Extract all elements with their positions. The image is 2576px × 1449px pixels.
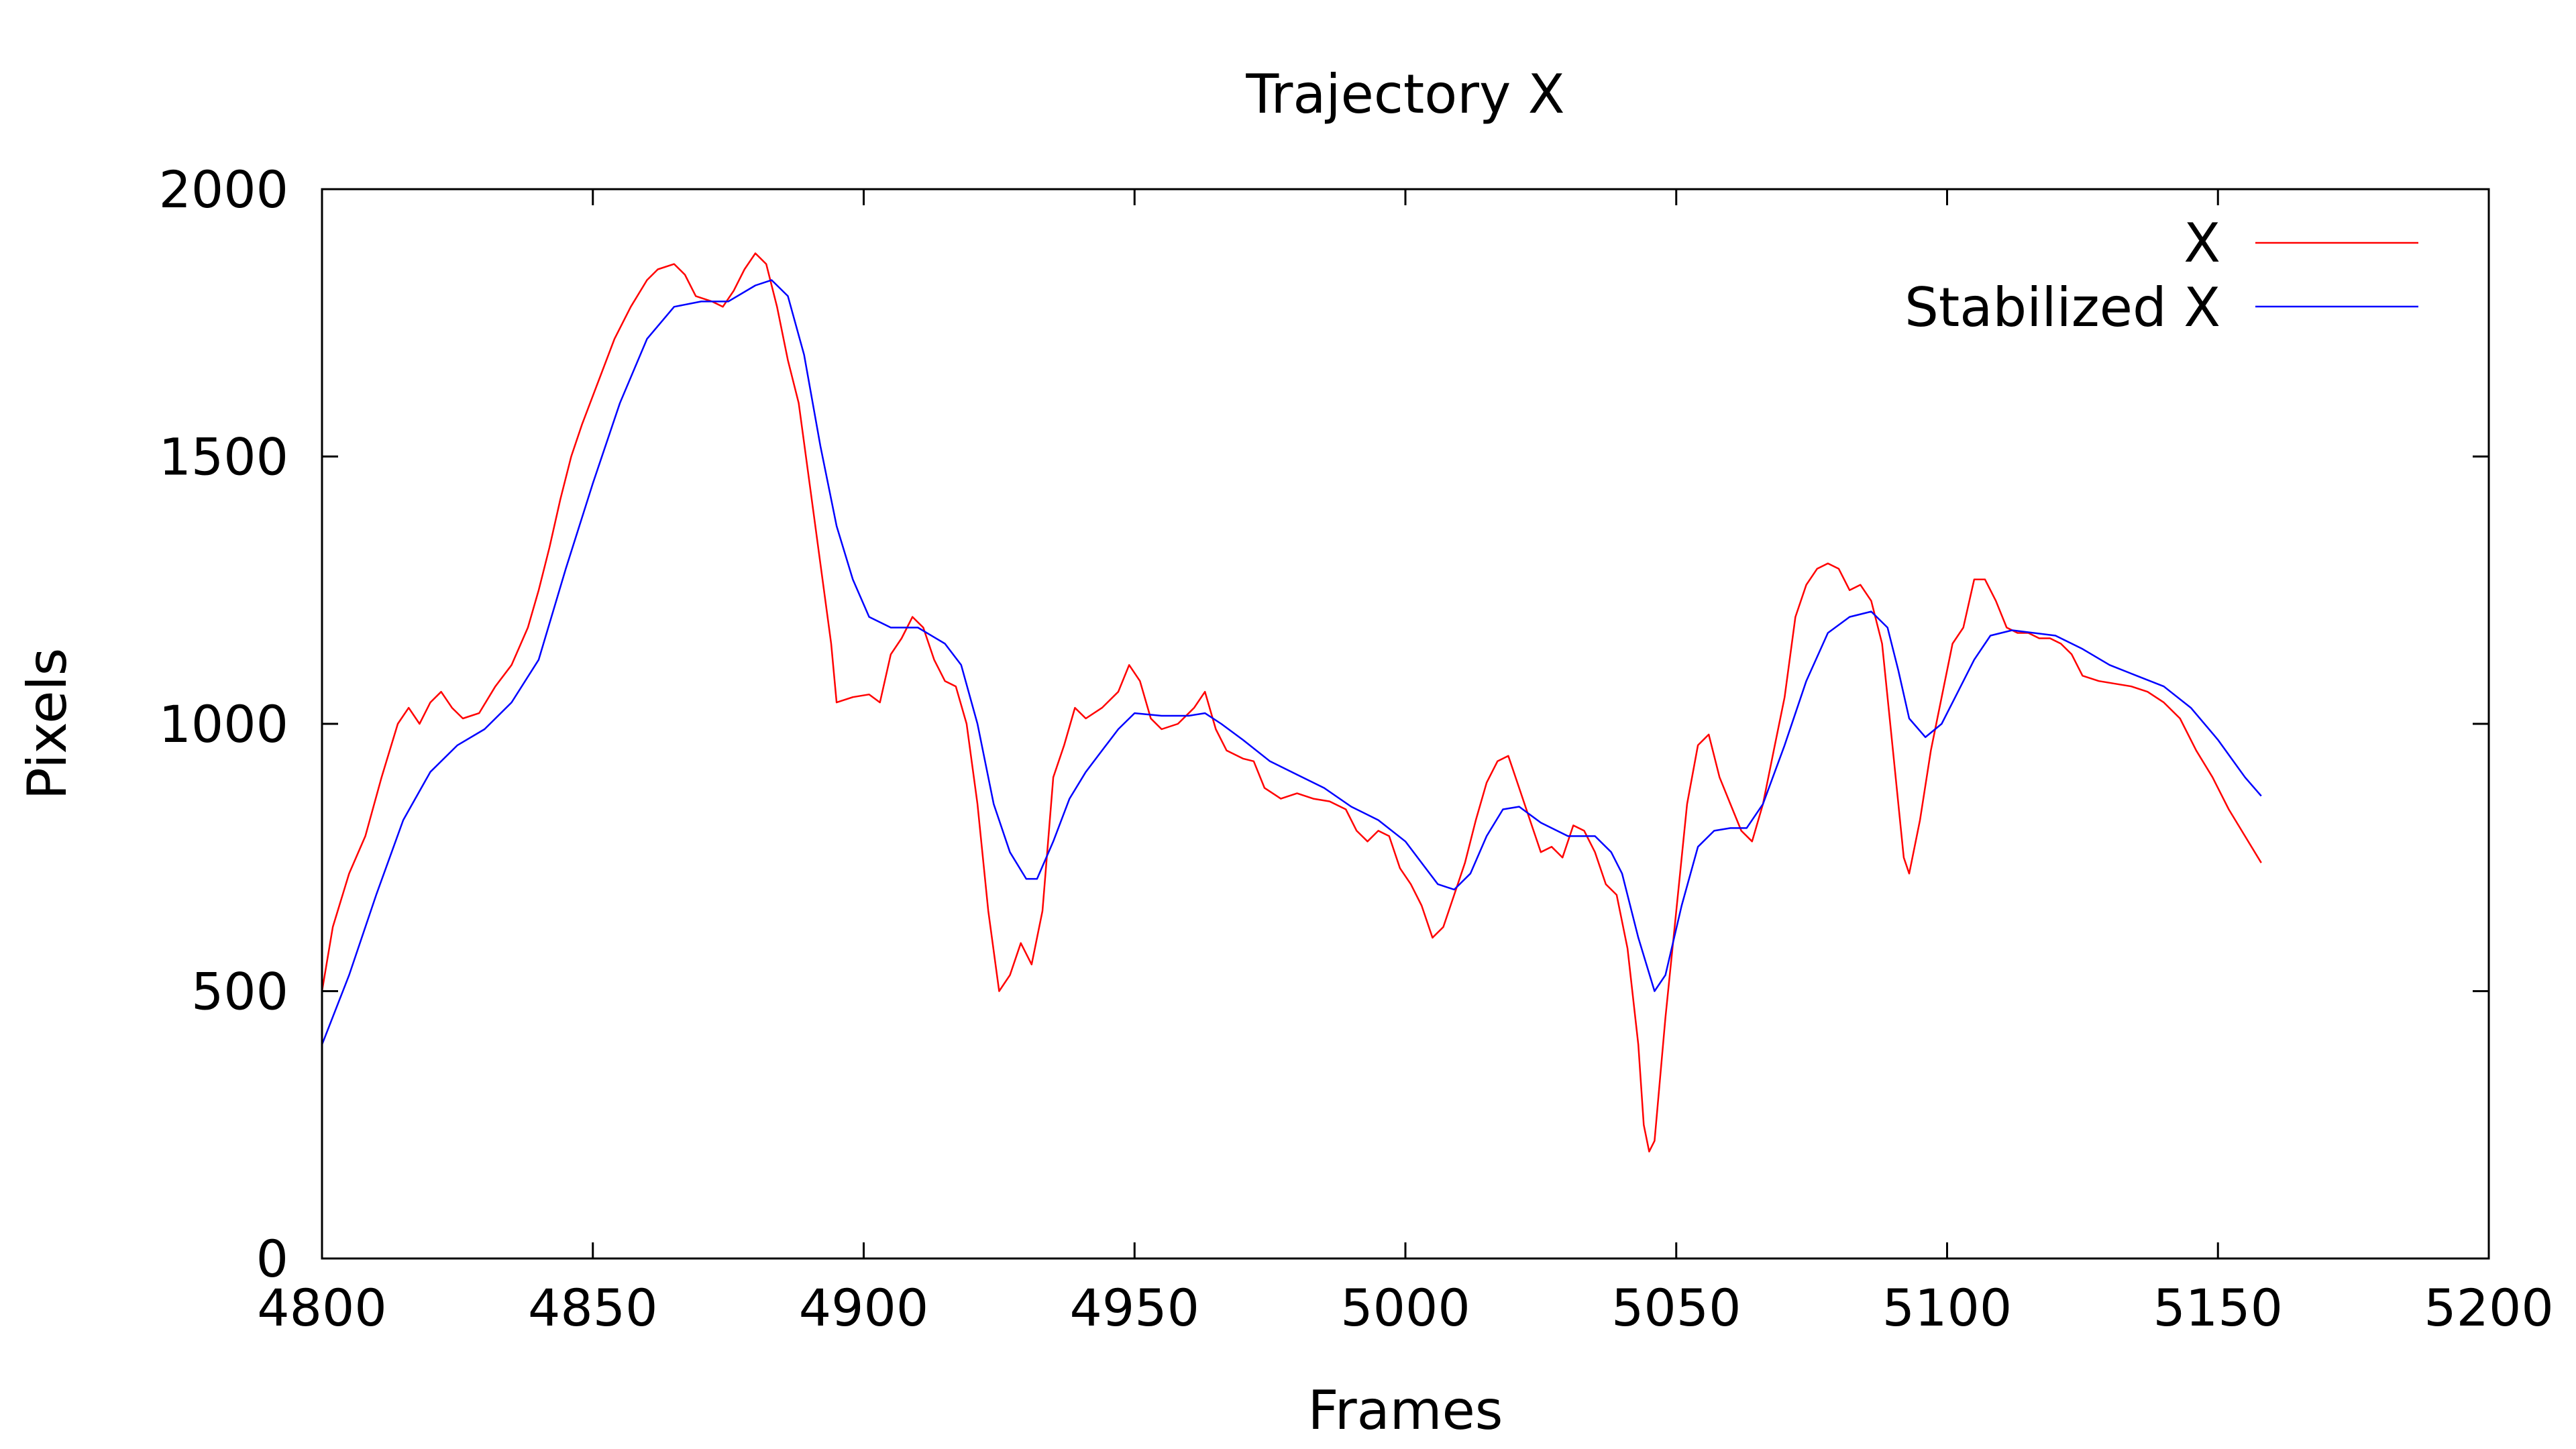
x-tick-label: 5100 <box>1882 1278 2012 1338</box>
y-axis-ticks: 0 500 1000 1500 2000 <box>159 160 2489 1289</box>
chart-title: Trajectory X <box>1245 63 1564 125</box>
legend-label-x: X <box>2184 212 2220 274</box>
series-line-stabilized-x <box>321 279 2262 1045</box>
x-tick-label: 5000 <box>1340 1278 1470 1338</box>
y-tick-label: 1500 <box>159 427 288 487</box>
y-tick-label: 1000 <box>159 694 288 754</box>
x-tick-label: 4850 <box>528 1278 657 1338</box>
y-axis-title: Pixels <box>16 648 78 800</box>
plot-area-frame <box>321 188 2490 1260</box>
x-tick-label: 5050 <box>1611 1278 1741 1338</box>
y-tick-label: 0 <box>256 1229 288 1289</box>
x-axis-title: Frames <box>1308 1379 1503 1442</box>
y-tick-label: 500 <box>191 962 288 1022</box>
series-layer <box>321 252 2262 1152</box>
x-tick-label: 4950 <box>1070 1278 1199 1338</box>
x-tick-label: 4800 <box>257 1278 386 1338</box>
legend-label-stabilized-x: Stabilized X <box>1904 276 2220 339</box>
series-line-x <box>321 252 2262 1152</box>
legend: X Stabilized X <box>1904 212 2418 339</box>
x-tick-label: 5150 <box>2153 1278 2283 1338</box>
y-tick-label: 2000 <box>159 160 288 219</box>
x-axis-ticks: 4800 4850 4900 4950 5000 5050 5100 5150 5200 <box>257 189 2554 1338</box>
x-tick-label: 5200 <box>2424 1278 2553 1338</box>
x-tick-label: 4900 <box>799 1278 928 1338</box>
